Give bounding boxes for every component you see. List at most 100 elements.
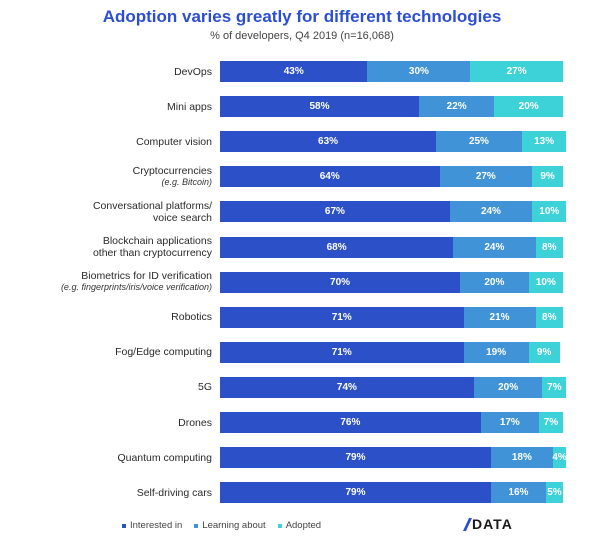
data-label: 27% (475, 171, 496, 183)
category-label: DevOps (12, 66, 212, 78)
category-label-text: Computer vision (136, 135, 212, 148)
bar-segment-adopted: 8% (535, 236, 563, 258)
bar-segment-learning: 17% (480, 412, 539, 433)
category-label-example: (e.g. Bitcoin) (161, 176, 212, 187)
category-label: 5G (12, 381, 212, 393)
chart-legend: Interested in Learning about Adopted (122, 520, 321, 531)
data-label: 71% (331, 346, 352, 358)
data-label: 9% (540, 171, 555, 183)
legend-item-interested: Interested in (122, 520, 182, 531)
legend-label: Adopted (285, 520, 322, 531)
category-label: Blockchain applications other than crypto… (12, 235, 212, 259)
category-label-text: Robotics (171, 311, 212, 324)
category-label-text: DevOps (174, 65, 212, 78)
bar-segment-learning: 27% (439, 166, 533, 188)
data-label: 4% (552, 452, 567, 464)
bar-segment-learning: 20% (460, 271, 529, 293)
data-label: 19% (486, 346, 507, 358)
data-label: 24% (480, 206, 501, 218)
data-label: 13% (534, 136, 555, 148)
data-label: 74% (336, 381, 357, 393)
legend-label: Learning about (202, 520, 266, 531)
category-label-text: Mini apps (167, 100, 212, 113)
chart-title: Adoption varies greatly for different te… (102, 7, 502, 26)
data-label: 79% (345, 452, 366, 464)
category-label: Self-driving cars (12, 487, 212, 499)
bar-segment-learning: 30% (367, 61, 471, 82)
data-label: 79% (345, 487, 366, 499)
category-label-text: Biometrics for ID verification (81, 270, 212, 283)
category-label-text: other than cryptocurrency (92, 247, 212, 259)
category-label: Robotics (12, 311, 212, 323)
bar-segment-adopted: 10% (528, 271, 563, 293)
legend-swatch (277, 523, 282, 528)
bar-segment-adopted: 13% (521, 131, 567, 153)
bar-segment-adopted: 10% (532, 201, 567, 223)
data-label: 68% (326, 241, 347, 253)
data-label: 20% (484, 276, 505, 288)
bar-segment-interested: 71% (220, 306, 464, 328)
category-label-example: (e.g. fingerprints/iris/voice verificati… (60, 282, 212, 293)
bar-segment-adopted: 27% (470, 61, 563, 82)
bar-segment-adopted: 8% (535, 306, 563, 328)
category-label-text: Fog/Edge computing (115, 346, 212, 359)
bar-segment-learning: 16% (490, 482, 546, 504)
data-label: 20% (518, 101, 539, 113)
chart-subtitle: % of developers, Q4 2019 (n=16,068) (210, 30, 394, 42)
category-label: Conversational platforms/voice search (12, 200, 212, 224)
data-label: 58% (309, 101, 330, 113)
data-label: 20% (498, 381, 519, 393)
data-label: 24% (484, 241, 505, 253)
legend-swatch (122, 523, 126, 528)
data-label: 27% (506, 66, 527, 77)
bar-segment-learning: 24% (449, 201, 533, 223)
bar-segment-interested: 63% (220, 131, 437, 153)
bar-segment-learning: 24% (453, 236, 536, 258)
data-label: 7% (547, 381, 562, 393)
bar-segment-learning: 20% (473, 376, 543, 398)
category-label-text: voice search (153, 211, 212, 224)
data-label: 16% (508, 487, 529, 499)
bar-segment-interested: 74% (220, 376, 474, 398)
category-label-text: Conversational platforms/ (92, 199, 212, 212)
bar-segment-interested: 68% (220, 236, 454, 258)
data-label: 7% (543, 417, 559, 428)
category-label: Cryptocurrencies (e.g. Bitcoin) (12, 165, 212, 188)
data-label: 30% (408, 66, 429, 77)
bar-segment-adopted: 4% (552, 447, 567, 469)
category-label-text: Drones (178, 416, 212, 429)
bar-segment-interested: 64% (220, 166, 440, 188)
data-label: 5% (547, 487, 562, 499)
bar-segment-learning: 25% (436, 131, 522, 153)
data-label: 70% (330, 276, 351, 288)
bar-segment-adopted: 7% (542, 376, 567, 398)
category-label-text: Self-driving cars (136, 486, 212, 499)
category-label: Mini apps (12, 101, 212, 113)
data-label: 63% (318, 136, 339, 148)
legend-item-learning: Learning about (194, 520, 266, 531)
data-label: 22% (446, 101, 467, 113)
bar-segment-adopted: 9% (532, 166, 563, 188)
bar-segment-interested: 71% (220, 341, 464, 363)
data-label: 18% (511, 452, 532, 464)
bar-segment-interested: 79% (220, 447, 491, 469)
category-label-text: Quantum computing (117, 451, 212, 464)
category-label-text: Blockchain applications (102, 235, 212, 247)
logo-text: DATA (472, 516, 513, 532)
data-label: 76% (340, 417, 361, 428)
legend-label: Interested in (130, 520, 183, 531)
category-label-text: Cryptocurrencies (132, 164, 212, 177)
bar-segment-interested: 70% (220, 271, 461, 293)
bar-segment-adopted: 9% (528, 341, 560, 363)
category-label: Quantum computing (12, 452, 212, 464)
category-label: Fog/Edge computing (12, 346, 212, 358)
bar-segment-learning: 19% (463, 341, 529, 363)
data-label: 43% (283, 66, 304, 77)
data-label: 71% (331, 311, 352, 323)
bar-segment-interested: 58% (220, 96, 419, 118)
data-label: 21% (489, 311, 510, 323)
bar-segment-learning: 18% (490, 447, 553, 469)
category-label: Drones (12, 417, 212, 429)
bar-segment-learning: 22% (418, 96, 495, 118)
